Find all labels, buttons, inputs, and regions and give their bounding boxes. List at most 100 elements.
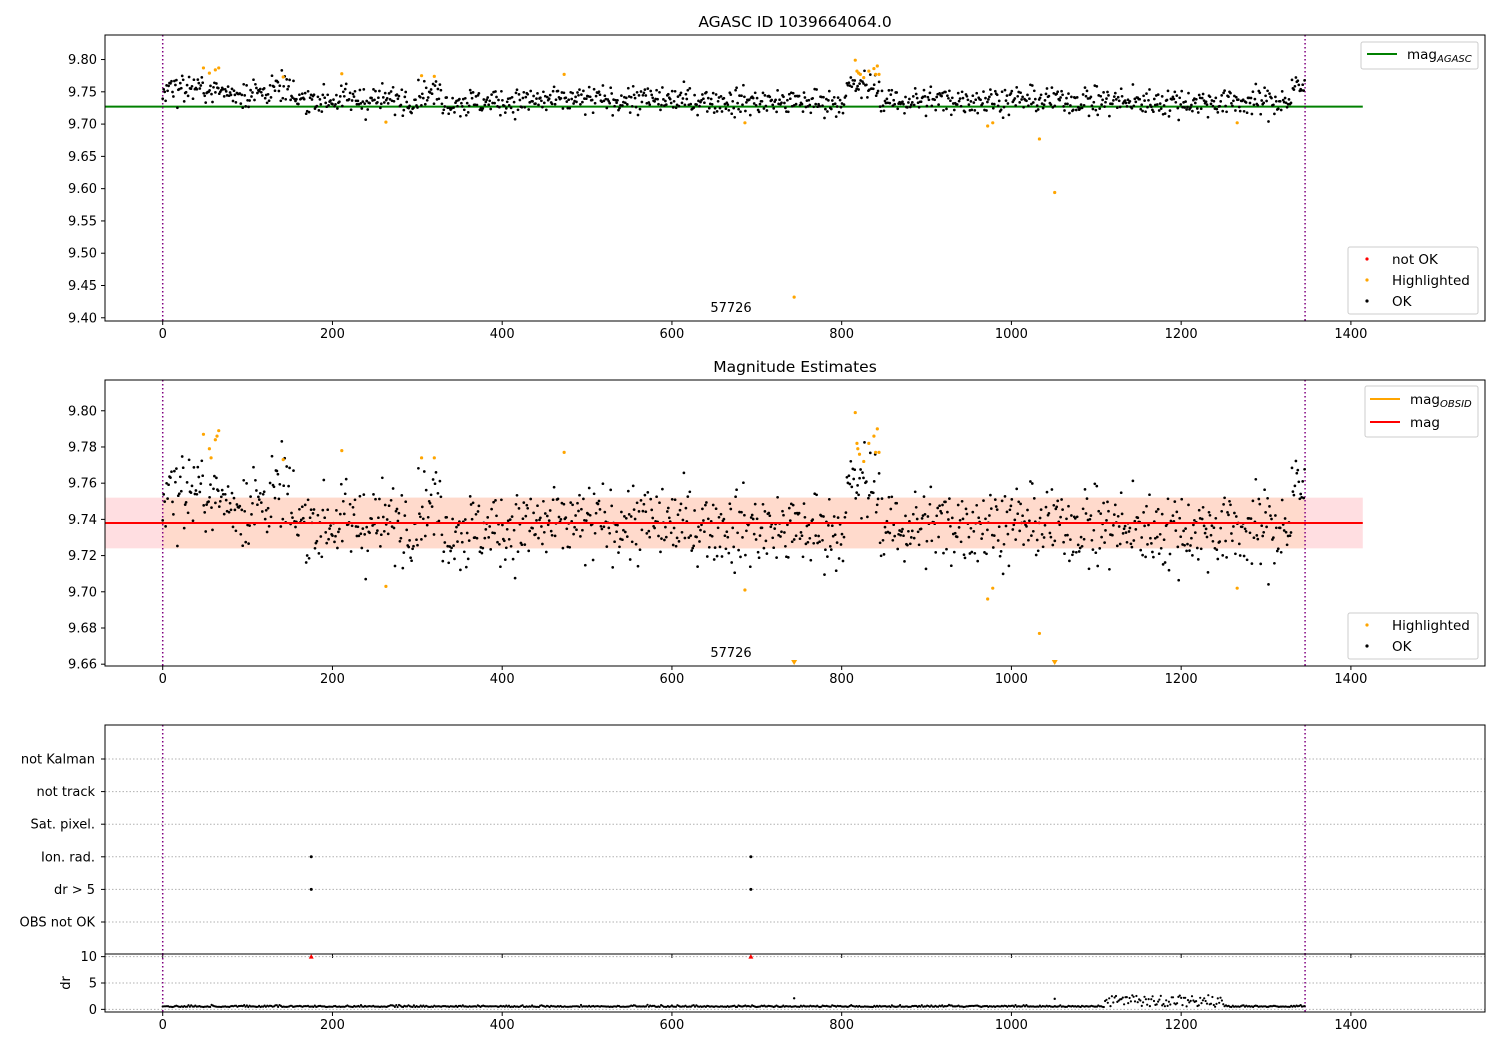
ok-point <box>608 531 612 535</box>
ok-point <box>484 528 488 531</box>
ok-point <box>289 98 292 102</box>
ok-point <box>1183 543 1186 547</box>
ok-point <box>827 89 831 93</box>
ok-point <box>1032 89 1036 93</box>
ok-point <box>1066 533 1069 537</box>
dr-point <box>188 1005 191 1008</box>
ok-point <box>579 102 582 106</box>
ok-point <box>1196 558 1200 561</box>
ok-point <box>909 103 913 107</box>
dr-point <box>521 1004 524 1007</box>
ok-point <box>1290 78 1294 82</box>
ok-point <box>704 503 707 507</box>
ok-point <box>339 84 343 88</box>
ok-point <box>1293 484 1297 488</box>
ok-point <box>536 504 539 508</box>
ok-point <box>522 501 526 504</box>
ok-point <box>282 84 286 88</box>
ok-point <box>754 104 758 107</box>
ok-point <box>840 532 844 536</box>
ok-point <box>1038 516 1042 520</box>
ok-point <box>272 485 276 489</box>
ok-point <box>328 527 331 530</box>
ok-point <box>315 539 319 543</box>
ok-point <box>1301 83 1305 87</box>
ok-point <box>576 501 579 505</box>
ok-point <box>1266 89 1269 93</box>
ok-point <box>564 516 568 519</box>
ok-point <box>774 98 777 102</box>
ok-point <box>511 557 515 561</box>
ok-point <box>1093 482 1097 486</box>
ok-point <box>196 465 200 469</box>
magnitude-line-legend: magOBSID mag <box>1364 385 1479 438</box>
ok-point <box>1251 90 1255 94</box>
ok-point <box>707 545 711 549</box>
ok-point <box>1167 568 1171 572</box>
ok-point <box>1039 508 1043 511</box>
ok-point <box>736 531 739 535</box>
ok-point <box>786 110 790 114</box>
ok-point <box>655 495 658 499</box>
ok-point <box>735 488 738 492</box>
ok-point <box>1081 93 1085 96</box>
ok-point <box>1049 103 1053 106</box>
ok-point <box>839 105 843 109</box>
ok-point <box>1084 512 1088 515</box>
ok-point <box>216 489 220 493</box>
highlighted-point <box>1037 631 1042 636</box>
ok-point <box>576 91 579 94</box>
ok-point <box>1142 511 1145 514</box>
ok-point <box>611 114 615 117</box>
dr-point <box>475 1005 478 1008</box>
dr-point <box>187 1004 190 1007</box>
ok-point <box>890 88 894 92</box>
ok-point <box>1202 99 1206 102</box>
ok-point <box>817 534 820 538</box>
ok-point <box>402 108 406 112</box>
ok-point <box>646 87 650 90</box>
ok-point <box>373 98 376 102</box>
ok-point <box>571 91 574 95</box>
ok-point <box>770 98 774 102</box>
ok-point <box>505 100 509 104</box>
ok-point <box>675 536 679 540</box>
ok-point <box>1196 111 1200 114</box>
ok-point <box>1136 516 1140 520</box>
ok-point <box>1106 500 1109 504</box>
ok-point <box>312 93 316 97</box>
ok-point <box>341 499 345 503</box>
ok-point <box>372 88 375 91</box>
ok-point <box>895 501 899 505</box>
dr-point <box>1215 1002 1218 1006</box>
ok-point <box>423 534 427 538</box>
ok-point <box>347 97 351 101</box>
highlighted-point <box>867 441 871 445</box>
ok-point <box>499 565 502 569</box>
ok-point <box>349 108 353 112</box>
ok-point <box>740 94 743 98</box>
ok-point <box>1061 93 1064 97</box>
ok-point <box>341 90 345 94</box>
ok-point <box>1245 558 1249 562</box>
ok-point <box>793 94 797 98</box>
ok-point <box>999 108 1003 112</box>
dr-point <box>1135 994 1138 998</box>
ok-point <box>1140 103 1144 107</box>
ok-point <box>986 100 989 104</box>
ok-point <box>620 94 623 97</box>
ok-point <box>656 97 659 101</box>
ok-point <box>1041 545 1045 549</box>
ok-point <box>299 518 303 522</box>
ok-point <box>1254 477 1258 481</box>
ok-point <box>379 102 383 106</box>
ok-point <box>1026 93 1029 97</box>
ok-point <box>570 519 574 523</box>
ok-point <box>1173 90 1177 94</box>
ok-point <box>1085 497 1089 500</box>
highlighted-point <box>1235 121 1239 125</box>
magnitude-title: Magnitude Estimates <box>713 358 877 376</box>
ok-point <box>593 101 597 105</box>
ok-point <box>161 519 165 522</box>
ok-point <box>1261 534 1265 538</box>
